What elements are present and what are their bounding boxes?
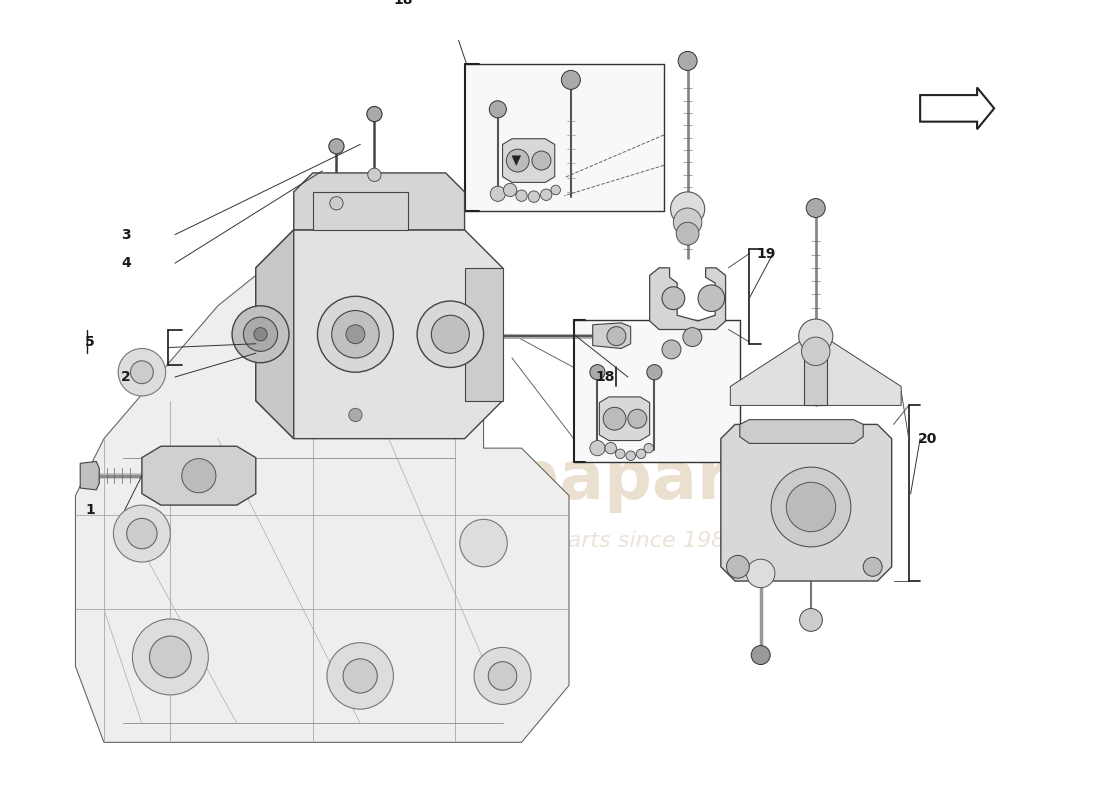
Circle shape xyxy=(671,192,705,226)
Circle shape xyxy=(132,619,208,695)
Text: 1: 1 xyxy=(85,503,95,517)
Circle shape xyxy=(590,441,605,456)
Circle shape xyxy=(786,482,836,532)
Circle shape xyxy=(800,609,823,631)
Text: 3: 3 xyxy=(121,227,131,242)
Circle shape xyxy=(528,191,540,202)
Circle shape xyxy=(771,467,851,547)
Circle shape xyxy=(864,558,882,576)
Circle shape xyxy=(607,326,626,346)
Polygon shape xyxy=(464,268,503,401)
Circle shape xyxy=(504,183,517,197)
Circle shape xyxy=(540,189,552,201)
Circle shape xyxy=(318,296,394,372)
Circle shape xyxy=(131,361,153,384)
Circle shape xyxy=(150,636,191,678)
Circle shape xyxy=(126,518,157,549)
Text: 20: 20 xyxy=(918,432,937,446)
Circle shape xyxy=(799,319,833,354)
Circle shape xyxy=(747,559,774,588)
Text: 18: 18 xyxy=(394,0,412,7)
Circle shape xyxy=(676,222,698,245)
Circle shape xyxy=(516,190,527,202)
Circle shape xyxy=(683,328,702,346)
Circle shape xyxy=(616,449,625,458)
Circle shape xyxy=(802,337,830,366)
Circle shape xyxy=(647,365,662,380)
Circle shape xyxy=(367,168,381,182)
Circle shape xyxy=(330,197,343,210)
Polygon shape xyxy=(294,173,464,230)
Polygon shape xyxy=(600,397,650,441)
Circle shape xyxy=(431,315,470,354)
Polygon shape xyxy=(80,462,99,490)
Text: a passion for parts since 1985: a passion for parts since 1985 xyxy=(403,531,739,551)
Circle shape xyxy=(678,51,697,70)
Circle shape xyxy=(603,407,626,430)
Circle shape xyxy=(644,443,653,453)
Circle shape xyxy=(349,408,362,422)
Circle shape xyxy=(491,186,505,202)
Circle shape xyxy=(590,365,605,380)
Circle shape xyxy=(806,198,825,218)
Circle shape xyxy=(327,642,394,709)
Circle shape xyxy=(751,646,770,665)
Circle shape xyxy=(488,662,517,690)
Circle shape xyxy=(506,149,529,172)
Circle shape xyxy=(532,151,551,170)
Circle shape xyxy=(605,442,616,454)
Circle shape xyxy=(254,328,267,341)
Polygon shape xyxy=(256,230,503,438)
Circle shape xyxy=(329,138,344,154)
Circle shape xyxy=(118,349,166,396)
Circle shape xyxy=(243,317,277,351)
Circle shape xyxy=(551,186,560,194)
Text: 19: 19 xyxy=(757,246,777,261)
Circle shape xyxy=(474,647,531,704)
Polygon shape xyxy=(740,420,864,443)
Circle shape xyxy=(113,505,170,562)
Polygon shape xyxy=(142,446,256,505)
Polygon shape xyxy=(76,268,569,742)
Circle shape xyxy=(626,451,636,461)
Circle shape xyxy=(345,325,365,344)
Polygon shape xyxy=(312,192,408,230)
Text: europaparts: europaparts xyxy=(340,447,802,514)
Circle shape xyxy=(460,519,507,566)
Polygon shape xyxy=(503,138,554,182)
Circle shape xyxy=(628,410,647,428)
Circle shape xyxy=(673,208,702,237)
Text: 18: 18 xyxy=(595,370,615,384)
Polygon shape xyxy=(920,87,994,130)
Bar xyxy=(464,64,664,211)
Text: 4: 4 xyxy=(121,256,131,270)
Polygon shape xyxy=(512,156,520,166)
Circle shape xyxy=(637,449,646,458)
Polygon shape xyxy=(720,425,892,581)
Circle shape xyxy=(366,106,382,122)
Polygon shape xyxy=(730,336,808,406)
Circle shape xyxy=(343,659,377,693)
Bar xyxy=(574,320,740,462)
Text: 2: 2 xyxy=(121,370,131,384)
Bar xyxy=(804,356,827,406)
Circle shape xyxy=(490,101,506,118)
Circle shape xyxy=(417,301,484,367)
Circle shape xyxy=(561,70,581,90)
Circle shape xyxy=(698,285,725,311)
Polygon shape xyxy=(256,230,294,438)
Text: 5: 5 xyxy=(85,335,95,349)
Circle shape xyxy=(232,306,289,362)
Polygon shape xyxy=(593,323,630,349)
Circle shape xyxy=(662,286,685,310)
Circle shape xyxy=(662,340,681,359)
Polygon shape xyxy=(650,268,726,330)
Circle shape xyxy=(182,458,216,493)
Polygon shape xyxy=(823,336,901,406)
Circle shape xyxy=(726,555,749,578)
Circle shape xyxy=(332,310,380,358)
